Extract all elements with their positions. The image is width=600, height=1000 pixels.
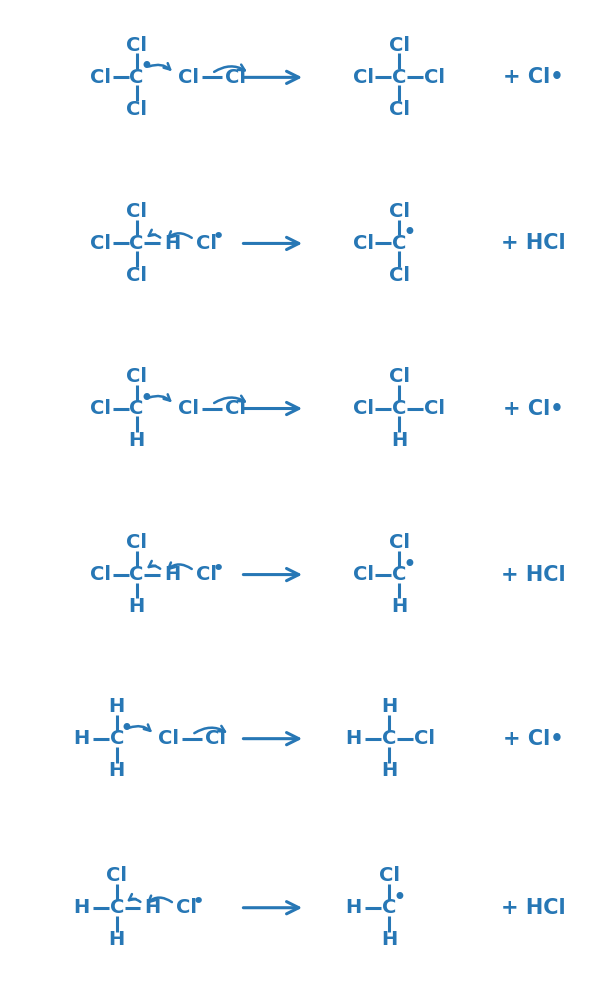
Text: Cl: Cl bbox=[91, 565, 112, 584]
Text: Cl: Cl bbox=[389, 100, 410, 119]
Text: C: C bbox=[110, 729, 124, 748]
Text: Cl: Cl bbox=[126, 100, 147, 119]
Text: Cl: Cl bbox=[424, 68, 445, 87]
Text: Cl: Cl bbox=[91, 399, 112, 418]
Text: C: C bbox=[382, 729, 397, 748]
Text: C: C bbox=[392, 399, 406, 418]
Text: + HCl: + HCl bbox=[500, 565, 565, 585]
Text: Cl: Cl bbox=[178, 399, 199, 418]
Text: H: H bbox=[381, 697, 397, 716]
Text: Cl: Cl bbox=[225, 68, 246, 87]
Text: + Cl•: + Cl• bbox=[503, 67, 563, 87]
Text: H: H bbox=[381, 761, 397, 780]
Text: H: H bbox=[109, 761, 125, 780]
Text: •: • bbox=[211, 559, 224, 579]
Text: •: • bbox=[119, 717, 134, 741]
Text: •: • bbox=[402, 221, 416, 245]
Text: H: H bbox=[391, 597, 407, 616]
Text: Cl: Cl bbox=[389, 533, 410, 552]
Text: C: C bbox=[130, 68, 144, 87]
Text: + HCl: + HCl bbox=[500, 898, 565, 918]
Text: C: C bbox=[382, 898, 397, 917]
Text: Cl: Cl bbox=[389, 202, 410, 221]
Text: Cl: Cl bbox=[353, 68, 374, 87]
Text: Cl: Cl bbox=[424, 399, 445, 418]
Text: Cl: Cl bbox=[415, 729, 436, 748]
Text: Cl: Cl bbox=[126, 533, 147, 552]
Text: C: C bbox=[110, 898, 124, 917]
Text: C: C bbox=[392, 68, 406, 87]
Text: •: • bbox=[139, 387, 154, 411]
Text: •: • bbox=[402, 553, 416, 577]
Text: H: H bbox=[73, 898, 89, 917]
Text: Cl: Cl bbox=[106, 866, 127, 885]
Text: Cl: Cl bbox=[353, 399, 374, 418]
Text: Cl: Cl bbox=[353, 565, 374, 584]
Text: Cl: Cl bbox=[178, 68, 199, 87]
Text: Cl: Cl bbox=[379, 866, 400, 885]
Text: H: H bbox=[164, 234, 181, 253]
Text: C: C bbox=[130, 234, 144, 253]
Text: H: H bbox=[391, 431, 407, 450]
Text: C: C bbox=[392, 565, 406, 584]
Text: H: H bbox=[346, 729, 362, 748]
Text: + HCl: + HCl bbox=[500, 233, 565, 253]
Text: H: H bbox=[164, 565, 181, 584]
Text: Cl: Cl bbox=[205, 729, 226, 748]
Text: C: C bbox=[130, 565, 144, 584]
Text: H: H bbox=[109, 697, 125, 716]
Text: + Cl•: + Cl• bbox=[503, 729, 563, 749]
Text: Cl: Cl bbox=[126, 202, 147, 221]
Text: Cl: Cl bbox=[126, 266, 147, 285]
Text: H: H bbox=[128, 597, 145, 616]
Text: Cl: Cl bbox=[196, 565, 217, 584]
Text: Cl: Cl bbox=[176, 898, 197, 917]
Text: Cl: Cl bbox=[389, 266, 410, 285]
Text: •: • bbox=[211, 227, 224, 247]
Text: •: • bbox=[191, 892, 205, 912]
Text: Cl: Cl bbox=[353, 234, 374, 253]
Text: •: • bbox=[139, 55, 154, 79]
Text: Cl: Cl bbox=[196, 234, 217, 253]
Text: H: H bbox=[73, 729, 89, 748]
Text: •: • bbox=[392, 886, 406, 910]
Text: Cl: Cl bbox=[126, 36, 147, 55]
Text: Cl: Cl bbox=[225, 399, 246, 418]
Text: H: H bbox=[346, 898, 362, 917]
Text: + Cl•: + Cl• bbox=[503, 399, 563, 419]
Text: Cl: Cl bbox=[389, 367, 410, 386]
Text: C: C bbox=[130, 399, 144, 418]
Text: Cl: Cl bbox=[91, 234, 112, 253]
Text: C: C bbox=[392, 234, 406, 253]
Text: Cl: Cl bbox=[389, 36, 410, 55]
Text: H: H bbox=[109, 930, 125, 949]
Text: H: H bbox=[144, 898, 161, 917]
Text: H: H bbox=[128, 431, 145, 450]
Text: Cl: Cl bbox=[91, 68, 112, 87]
Text: H: H bbox=[381, 930, 397, 949]
Text: Cl: Cl bbox=[126, 367, 147, 386]
Text: Cl: Cl bbox=[158, 729, 179, 748]
